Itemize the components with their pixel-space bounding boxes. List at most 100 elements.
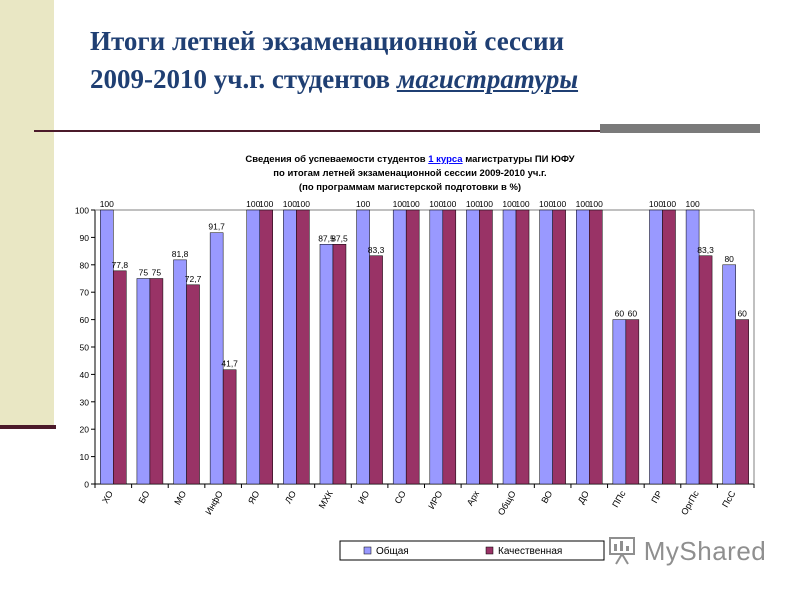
- bar-quality: [735, 319, 749, 485]
- bar-total: [466, 209, 480, 485]
- bar-total: [649, 209, 663, 485]
- chart-title-line2: по итогам летней экзаменационной сессии …: [273, 168, 546, 179]
- data-label-total: 100: [539, 199, 553, 209]
- bar-total: [612, 319, 627, 485]
- data-label-total: 100: [393, 199, 407, 209]
- data-label-total: 100: [685, 199, 699, 209]
- chart-frame: Сведения об успеваемости студентов 1 кур…: [62, 140, 762, 568]
- bar-total: [502, 209, 517, 485]
- data-label-quality: 83,3: [368, 245, 385, 255]
- bar-quality: [222, 369, 237, 485]
- bar-quality: [113, 270, 127, 485]
- bar-quality: [332, 244, 347, 485]
- slide-title-emphasis: магистратуры: [396, 64, 579, 94]
- legend: Общая Качественная: [339, 540, 605, 561]
- slide-title-line1: Итоги летней экзаменационной сессии: [90, 26, 565, 56]
- data-label-total: 75: [139, 268, 149, 278]
- bar-quality: [625, 319, 640, 485]
- bar-total: [319, 244, 334, 485]
- presentation-board-icon: [609, 537, 635, 565]
- legend-box: [339, 540, 605, 561]
- y-tick-label: 100: [75, 206, 89, 216]
- chart-title-line3: (по программам магистерской подготовки в…: [299, 182, 521, 193]
- bar-chart: Сведения об успеваемости студентов 1 кур…: [62, 140, 762, 568]
- title-divider: [34, 130, 760, 132]
- legend-swatch-total: [363, 546, 372, 555]
- bar-quality: [662, 209, 676, 485]
- chart-title-prefix: Сведения об успеваемости студентов: [245, 154, 428, 165]
- data-label-total: 60: [615, 309, 625, 319]
- bar-quality: [698, 255, 713, 485]
- bar-quality: [405, 209, 420, 485]
- legend-swatch-quality: [485, 546, 494, 555]
- bar-quality: [259, 209, 273, 485]
- data-label-quality: 41,7: [221, 359, 238, 369]
- data-label-total: 81,8: [172, 249, 189, 259]
- bar-total: [722, 264, 736, 485]
- bar-total: [173, 259, 187, 485]
- bar-quality: [186, 284, 200, 485]
- data-label-total: 100: [429, 199, 443, 209]
- y-axis-ticks: 0 10 20 30 40 50 60 70 80 90 100: [75, 206, 95, 490]
- data-label-total: 91,7: [208, 222, 225, 232]
- bar-total: [209, 232, 224, 485]
- bar-total: [392, 209, 407, 485]
- y-tick-label: 80: [80, 260, 90, 270]
- bar-total: [576, 209, 590, 485]
- data-label-total: 100: [649, 199, 663, 209]
- watermark: MyShared: [608, 536, 766, 567]
- left-decor-rule: [0, 425, 56, 429]
- y-tick-label: 40: [80, 370, 90, 380]
- data-label-quality: 60: [737, 309, 747, 319]
- legend-label-quality: Качественная: [498, 546, 562, 557]
- title-divider-accent: [600, 124, 760, 133]
- data-label-quality: 100: [259, 199, 273, 209]
- data-label-quality: 100: [515, 199, 529, 209]
- bar-quality: [552, 209, 566, 485]
- data-label-quality: 100: [479, 199, 493, 209]
- data-label-total: 80: [724, 254, 734, 264]
- chart-title-line1: Сведения об успеваемости студентов 1 кур…: [245, 154, 574, 165]
- data-label-total: 100: [576, 199, 590, 209]
- bar-total: [100, 209, 114, 485]
- data-label-quality: 60: [628, 309, 638, 319]
- data-label-total: 100: [246, 199, 260, 209]
- y-tick-label: 50: [80, 343, 90, 353]
- data-label-quality: 100: [406, 199, 420, 209]
- chart-title-suffix: магистратуры ПИ ЮФУ: [463, 154, 575, 165]
- bar-quality: [479, 209, 493, 485]
- bar-total: [539, 209, 553, 485]
- bar-quality: [589, 209, 603, 485]
- y-tick-label: 0: [84, 480, 89, 490]
- bars: [100, 209, 749, 485]
- data-label-quality: 75: [152, 268, 162, 278]
- data-label-quality: 100: [296, 199, 310, 209]
- data-label-total: 100: [100, 199, 114, 209]
- data-label-quality: 87,5: [331, 233, 348, 243]
- data-label-quality: 100: [589, 199, 603, 209]
- y-tick-label: 10: [80, 452, 90, 462]
- bar-total: [283, 209, 297, 485]
- y-tick-label: 30: [80, 397, 90, 407]
- data-label-quality: 100: [552, 199, 566, 209]
- data-label-total: 87,5: [318, 233, 335, 243]
- data-label-quality: 83,3: [697, 245, 714, 255]
- legend-label-total: Общая: [376, 545, 409, 557]
- data-label-quality: 77,8: [112, 260, 129, 270]
- bar-quality: [296, 209, 310, 485]
- data-label-total: 100: [502, 199, 516, 209]
- left-decor-band: [0, 0, 54, 428]
- slide-title: Итоги летней экзаменационной сессии 2009…: [90, 22, 578, 98]
- data-label-total: 100: [356, 199, 370, 209]
- bar-quality: [515, 209, 530, 485]
- slide-title-line2: 2009-2010 уч.г. студентов: [90, 64, 397, 94]
- data-label-quality: 100: [442, 199, 456, 209]
- bar-quality: [149, 278, 164, 485]
- y-tick-label: 70: [80, 288, 90, 298]
- watermark-text: MyShared: [643, 536, 767, 566]
- data-label-quality: 100: [662, 199, 676, 209]
- bar-total: [136, 278, 151, 485]
- chart-title-link[interactable]: 1 курса: [428, 154, 463, 165]
- data-label-quality: 72,7: [185, 274, 202, 284]
